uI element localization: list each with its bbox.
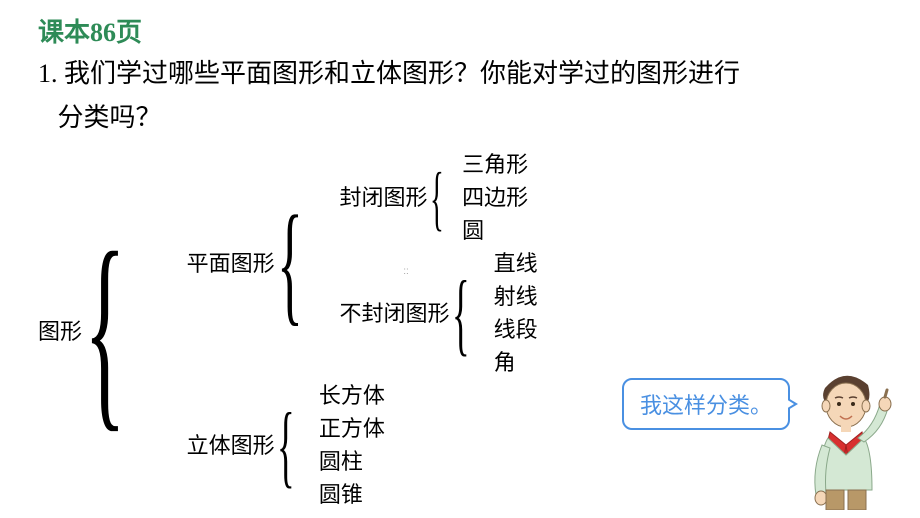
tree-root-node: 图形 { 平面图形 { 封闭图形 { 三角形 四边形 圆 — [38, 148, 538, 511]
tree-leaf: 正方体 — [319, 412, 385, 445]
tree-leaf: 线段 — [494, 313, 538, 346]
tree-leaf: 四边形 — [462, 181, 528, 214]
question-line1: 我们学过哪些平面图形和立体图形？你能对学过的图形进行 — [64, 59, 740, 88]
root-label: 图形 — [38, 314, 82, 346]
tree-node: 立体图形 { 长方体 正方体 圆柱 圆锥 — [187, 379, 538, 511]
classification-tree: 图形 { 平面图形 { 封闭图形 { 三角形 四边形 圆 — [38, 148, 538, 511]
tree-leaf: 圆锥 — [319, 478, 385, 511]
tree-leaf: 三角形 — [462, 148, 528, 181]
node-label: 不封闭图形 — [339, 297, 449, 330]
question-number: 1. — [38, 59, 58, 88]
tree-leaf: 长方体 — [319, 379, 385, 412]
speech-bubble-wrap: 我这样分类。 — [622, 378, 790, 430]
tree-node: 不封闭图形 { 直线 射线 线段 角 — [339, 247, 537, 379]
tree-leaf: 直线 — [494, 247, 538, 280]
question-block: 1. 我们学过哪些平面图形和立体图形？你能对学过的图形进行 分类吗？ — [38, 52, 740, 140]
tree-leaf: 角 — [494, 346, 538, 379]
tree-leaf: 圆 — [462, 214, 528, 247]
tree-leaf: 圆柱 — [319, 445, 385, 478]
node-label: 封闭图形 — [339, 181, 427, 214]
speech-bubble: 我这样分类。 — [622, 378, 790, 430]
question-line2: 分类吗？ — [58, 103, 162, 132]
tree-node: 封闭图形 { 三角形 四边形 圆 — [339, 148, 537, 247]
tree-node: 平面图形 { 封闭图形 { 三角形 四边形 圆 — [187, 148, 538, 379]
node-label: 立体图形 — [187, 429, 275, 462]
node-label: 平面图形 — [187, 247, 275, 280]
character-illustration — [790, 360, 900, 510]
tree-leaf: 射线 — [494, 280, 538, 313]
page-header: 课本86页 — [38, 12, 142, 49]
watermark-dot: :: — [398, 265, 414, 279]
boy-icon — [790, 360, 900, 510]
bubble-text: 我这样分类。 — [640, 393, 772, 418]
